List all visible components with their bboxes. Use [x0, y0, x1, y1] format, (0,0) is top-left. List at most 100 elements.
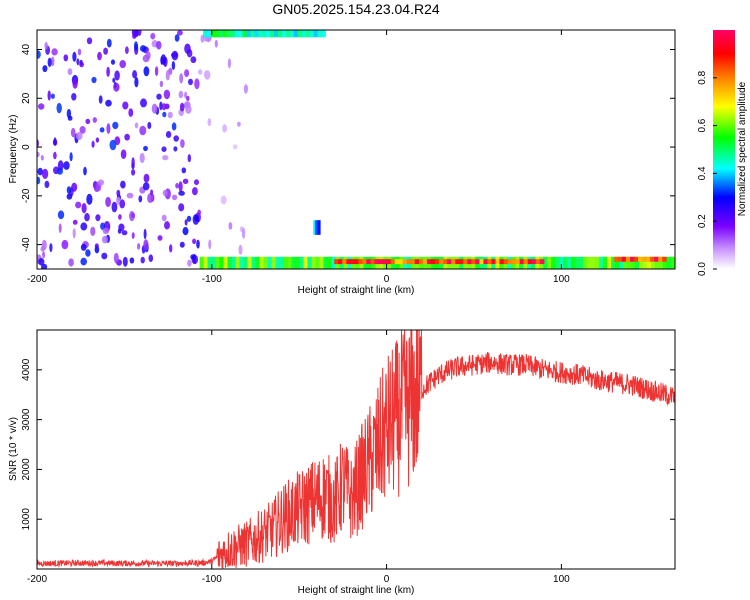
- heatmap-cell: [131, 169, 136, 176]
- snr-x-tick-label: 100: [553, 574, 570, 585]
- heatmap-cell: [515, 259, 521, 265]
- heatmap-cell: [439, 259, 444, 265]
- heatmap-cell: [143, 228, 147, 240]
- colorbar: 0.0 0.2 0.4 0.6 0.8 Normalized spectral ampl…: [697, 30, 748, 276]
- heatmap-cell: [459, 259, 464, 265]
- heatmap-cell: [120, 149, 127, 159]
- heatmap-cell: [267, 256, 272, 269]
- heatmap-cell: [72, 51, 77, 62]
- heatmap-cell: [116, 196, 121, 205]
- heatmap-cell: [175, 182, 179, 189]
- heatmap-cell: [617, 256, 623, 262]
- heatmap-cell: [178, 90, 184, 99]
- heatmap-cell: [57, 168, 63, 175]
- heatmap-cell: [75, 201, 82, 209]
- heatmap-cell: [118, 223, 125, 232]
- heatmap-cell: [105, 99, 112, 107]
- heatmap-cell: [97, 51, 102, 61]
- heatmap-cell: [362, 259, 367, 265]
- heatmap-cell: [47, 90, 51, 101]
- heatmap-cell: [579, 256, 584, 269]
- colorbar-tick-label: 0.8: [697, 70, 708, 84]
- heatmap-cell: [563, 256, 568, 269]
- snr-x-tick-label: -100: [202, 574, 222, 585]
- heatmap-cell: [607, 256, 612, 269]
- heatmap-cell: [316, 220, 319, 235]
- spectrogram-y-tick-label: -40: [21, 237, 32, 252]
- heatmap-cell: [159, 80, 164, 88]
- heatmap-cell: [654, 256, 659, 262]
- heatmap-cell: [186, 215, 192, 222]
- heatmap-cell: [323, 256, 328, 269]
- heatmap-cell: [615, 256, 620, 269]
- heatmap-cell: [313, 30, 318, 38]
- heatmap-cell: [132, 70, 138, 79]
- colorbar-gradient: [713, 30, 735, 269]
- heatmap-cell: [346, 259, 351, 265]
- heatmap-cell: [196, 239, 200, 249]
- heatmap-cell: [282, 30, 287, 38]
- heatmap-cell: [289, 30, 295, 38]
- heatmap-cell: [619, 256, 624, 269]
- heatmap-cell: [535, 259, 541, 265]
- heatmap-cell: [634, 256, 639, 262]
- heatmap-cell: [179, 73, 184, 84]
- heatmap-cell: [119, 199, 126, 209]
- heatmap-cell: [63, 161, 70, 170]
- heatmap-cell: [198, 69, 203, 75]
- heatmap-cell: [134, 41, 138, 51]
- heatmap-cell: [227, 58, 231, 69]
- heatmap-cell: [650, 256, 655, 262]
- heatmap-cell: [95, 137, 100, 143]
- heatmap-cell: [350, 259, 355, 265]
- heatmap-cell: [86, 193, 93, 205]
- heatmap-cell: [77, 48, 82, 56]
- heatmap-cell: [199, 256, 205, 269]
- heatmap-cell: [38, 258, 45, 266]
- heatmap-cell: [539, 259, 545, 265]
- heatmap-cell: [71, 93, 77, 101]
- heatmap-cell: [68, 258, 74, 267]
- heatmap-cell: [184, 43, 191, 54]
- heatmap-cell: [243, 256, 248, 269]
- heatmap-cell: [182, 227, 189, 236]
- heatmap-cell: [630, 256, 635, 262]
- heatmap-cell: [147, 193, 154, 204]
- heatmap-cell: [76, 58, 80, 66]
- heatmap-cell: [169, 244, 173, 253]
- heatmap-cell: [134, 77, 139, 88]
- heatmap-cell: [101, 252, 108, 260]
- heatmap-cell: [203, 256, 209, 269]
- heatmap-cell: [171, 61, 176, 70]
- heatmap-cell: [313, 220, 316, 235]
- heatmap-cell: [72, 219, 78, 225]
- heatmap-cell: [414, 259, 420, 265]
- colorbar-label: Normalized spectral amplitude: [737, 81, 748, 216]
- snr-y-tick-label: 1000: [21, 508, 32, 531]
- heatmap-cell: [66, 186, 72, 195]
- heatmap-cell: [56, 102, 62, 114]
- heatmap-cell: [254, 30, 259, 38]
- heatmap-cell: [94, 243, 99, 249]
- heatmap-cell: [299, 256, 304, 269]
- heatmap-cell: [85, 118, 91, 125]
- heatmap-cell: [663, 256, 668, 269]
- heatmap-cell: [479, 259, 484, 265]
- heatmap-cell: [118, 214, 122, 220]
- heatmap-cell: [214, 39, 218, 48]
- spectrogram-x-tick-label: -200: [27, 274, 47, 285]
- heatmap-cell: [165, 69, 170, 81]
- colorbar-tick-label: 0.6: [697, 118, 708, 132]
- heatmap-cell: [129, 257, 135, 264]
- heatmap-cell: [151, 103, 158, 114]
- heatmap-cell: [86, 37, 93, 45]
- heatmap-cell: [122, 256, 128, 267]
- heatmap-cell: [72, 228, 76, 239]
- heatmap-cell: [99, 127, 105, 133]
- heatmap-cell: [443, 259, 448, 265]
- heatmap-cell: [197, 209, 201, 216]
- heatmap-cell: [72, 78, 78, 89]
- heatmap-cell: [559, 256, 564, 269]
- heatmap-cell: [555, 256, 560, 269]
- spectrogram-x-tick-label: 100: [553, 274, 570, 285]
